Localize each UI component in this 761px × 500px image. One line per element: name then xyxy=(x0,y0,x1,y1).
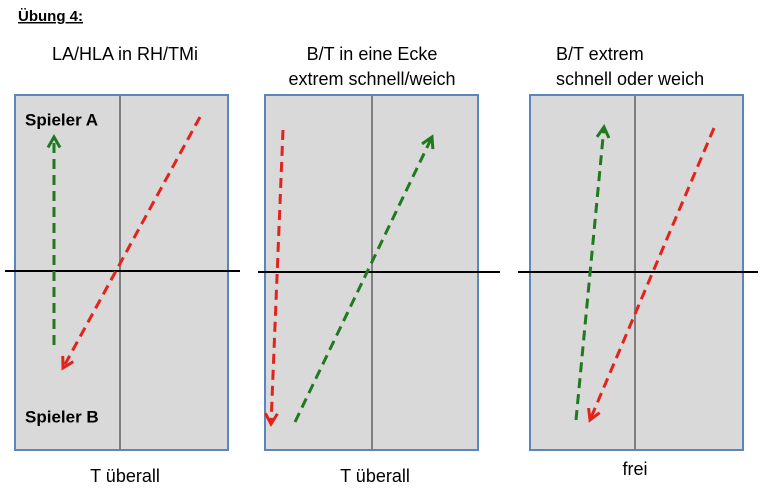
panel-caption: frei xyxy=(622,459,647,479)
panel-title: extrem schnell/weich xyxy=(288,69,455,89)
panel-caption: T überall xyxy=(340,466,410,486)
player-label: Spieler B xyxy=(25,407,99,426)
exercise-title: Übung 4: xyxy=(18,8,83,25)
panel-caption: T überall xyxy=(90,466,160,486)
ball-path xyxy=(293,134,435,423)
panel-title: schnell oder weich xyxy=(556,69,704,89)
table-court xyxy=(14,94,229,451)
player-label: Spieler A xyxy=(25,110,98,129)
panel-title: LA/HLA in RH/TMi xyxy=(52,44,198,64)
panel-title: B/T in eine Ecke xyxy=(307,44,438,64)
ball-path xyxy=(574,123,611,421)
ball-path xyxy=(587,127,716,423)
ball-path xyxy=(264,129,285,428)
panel-title: B/T extrem xyxy=(556,44,644,64)
